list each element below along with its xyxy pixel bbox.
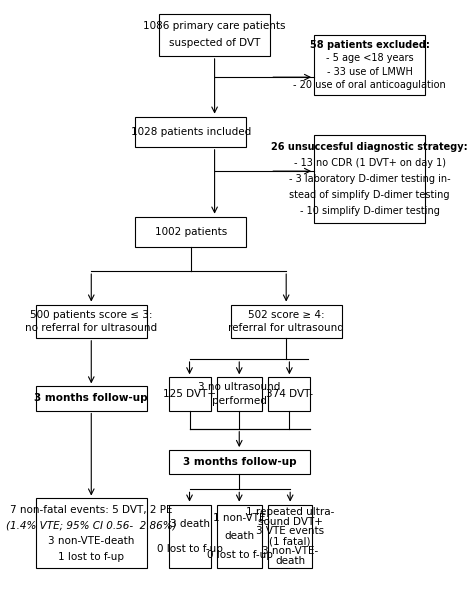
Text: death: death bbox=[224, 532, 255, 541]
Text: 500 patients score ≤ 3:: 500 patients score ≤ 3: bbox=[30, 309, 153, 320]
Text: 502 score ≥ 4:: 502 score ≥ 4: bbox=[248, 309, 325, 320]
Text: 3 non-VTE-death: 3 non-VTE-death bbox=[48, 536, 135, 546]
Text: - 33 use of LMWH: - 33 use of LMWH bbox=[327, 67, 413, 77]
FancyBboxPatch shape bbox=[268, 504, 312, 568]
Text: 3 death: 3 death bbox=[170, 519, 210, 529]
Text: 26 unsuccesful diagnostic strategy:: 26 unsuccesful diagnostic strategy: bbox=[272, 142, 468, 152]
FancyBboxPatch shape bbox=[36, 386, 147, 410]
FancyBboxPatch shape bbox=[169, 450, 310, 474]
FancyBboxPatch shape bbox=[268, 377, 310, 410]
Text: 58 patients excluded:: 58 patients excluded: bbox=[310, 40, 429, 50]
Text: 1 repeated ultra-: 1 repeated ultra- bbox=[246, 507, 334, 517]
Text: 3 no ultrasound: 3 no ultrasound bbox=[198, 382, 281, 392]
Text: sound DVT+: sound DVT+ bbox=[258, 516, 323, 527]
Text: suspected of DVT: suspected of DVT bbox=[169, 38, 260, 48]
FancyBboxPatch shape bbox=[230, 304, 342, 338]
FancyBboxPatch shape bbox=[314, 135, 426, 223]
FancyBboxPatch shape bbox=[135, 116, 246, 147]
Text: 0 lost to f-up: 0 lost to f-up bbox=[207, 549, 273, 560]
Text: (1.4% VTE; 95% CI 0.56-  2.86%): (1.4% VTE; 95% CI 0.56- 2.86%) bbox=[6, 521, 177, 530]
Text: - 13 no CDR (1 DVT+ on day 1): - 13 no CDR (1 DVT+ on day 1) bbox=[294, 158, 446, 167]
FancyBboxPatch shape bbox=[159, 13, 270, 56]
Text: 1 non-VTE: 1 non-VTE bbox=[213, 513, 266, 523]
FancyBboxPatch shape bbox=[169, 377, 210, 410]
Text: 3 months follow-up: 3 months follow-up bbox=[182, 457, 296, 467]
Text: - 5 age <18 years: - 5 age <18 years bbox=[326, 54, 413, 63]
Text: 1028 patients included: 1028 patients included bbox=[131, 127, 251, 137]
FancyBboxPatch shape bbox=[169, 504, 210, 568]
Text: 3 months follow-up: 3 months follow-up bbox=[35, 393, 148, 404]
Text: 1 lost to f-up: 1 lost to f-up bbox=[58, 552, 124, 561]
FancyBboxPatch shape bbox=[217, 377, 262, 410]
Text: (1 fatal): (1 fatal) bbox=[269, 537, 311, 546]
Text: 374 DVT-: 374 DVT- bbox=[265, 389, 313, 399]
Text: - 20 use of oral anticoagulation: - 20 use of oral anticoagulation bbox=[293, 80, 446, 90]
Text: 0 lost to f-up: 0 lost to f-up bbox=[157, 544, 223, 554]
Text: death: death bbox=[275, 556, 305, 566]
Text: 7 non-fatal events: 5 DVT, 2 PE: 7 non-fatal events: 5 DVT, 2 PE bbox=[10, 505, 173, 515]
FancyBboxPatch shape bbox=[36, 499, 147, 568]
Text: performed: performed bbox=[212, 396, 267, 406]
Text: 3 non-VTE-: 3 non-VTE- bbox=[262, 546, 319, 556]
FancyBboxPatch shape bbox=[314, 35, 426, 96]
FancyBboxPatch shape bbox=[36, 304, 147, 338]
Text: referral for ultrasound: referral for ultrasound bbox=[228, 323, 344, 333]
Text: 1086 primary care patients: 1086 primary care patients bbox=[143, 21, 286, 31]
FancyBboxPatch shape bbox=[135, 217, 246, 247]
Text: 3 VTE events: 3 VTE events bbox=[256, 527, 324, 537]
Text: no referral for ultrasound: no referral for ultrasound bbox=[25, 323, 157, 333]
Text: - 10 simplify D-dimer testing: - 10 simplify D-dimer testing bbox=[300, 206, 440, 216]
Text: stead of simplify D-dimer testing: stead of simplify D-dimer testing bbox=[290, 189, 450, 200]
Text: - 3 laboratory D-dimer testing in-: - 3 laboratory D-dimer testing in- bbox=[289, 174, 451, 184]
FancyBboxPatch shape bbox=[217, 504, 262, 568]
Text: 1002 patients: 1002 patients bbox=[155, 227, 227, 237]
Text: 125 DVT+: 125 DVT+ bbox=[163, 389, 216, 399]
